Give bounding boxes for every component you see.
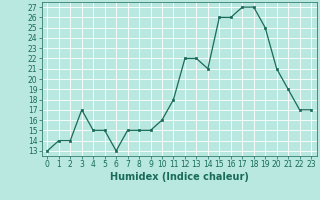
X-axis label: Humidex (Indice chaleur): Humidex (Indice chaleur)	[110, 172, 249, 182]
